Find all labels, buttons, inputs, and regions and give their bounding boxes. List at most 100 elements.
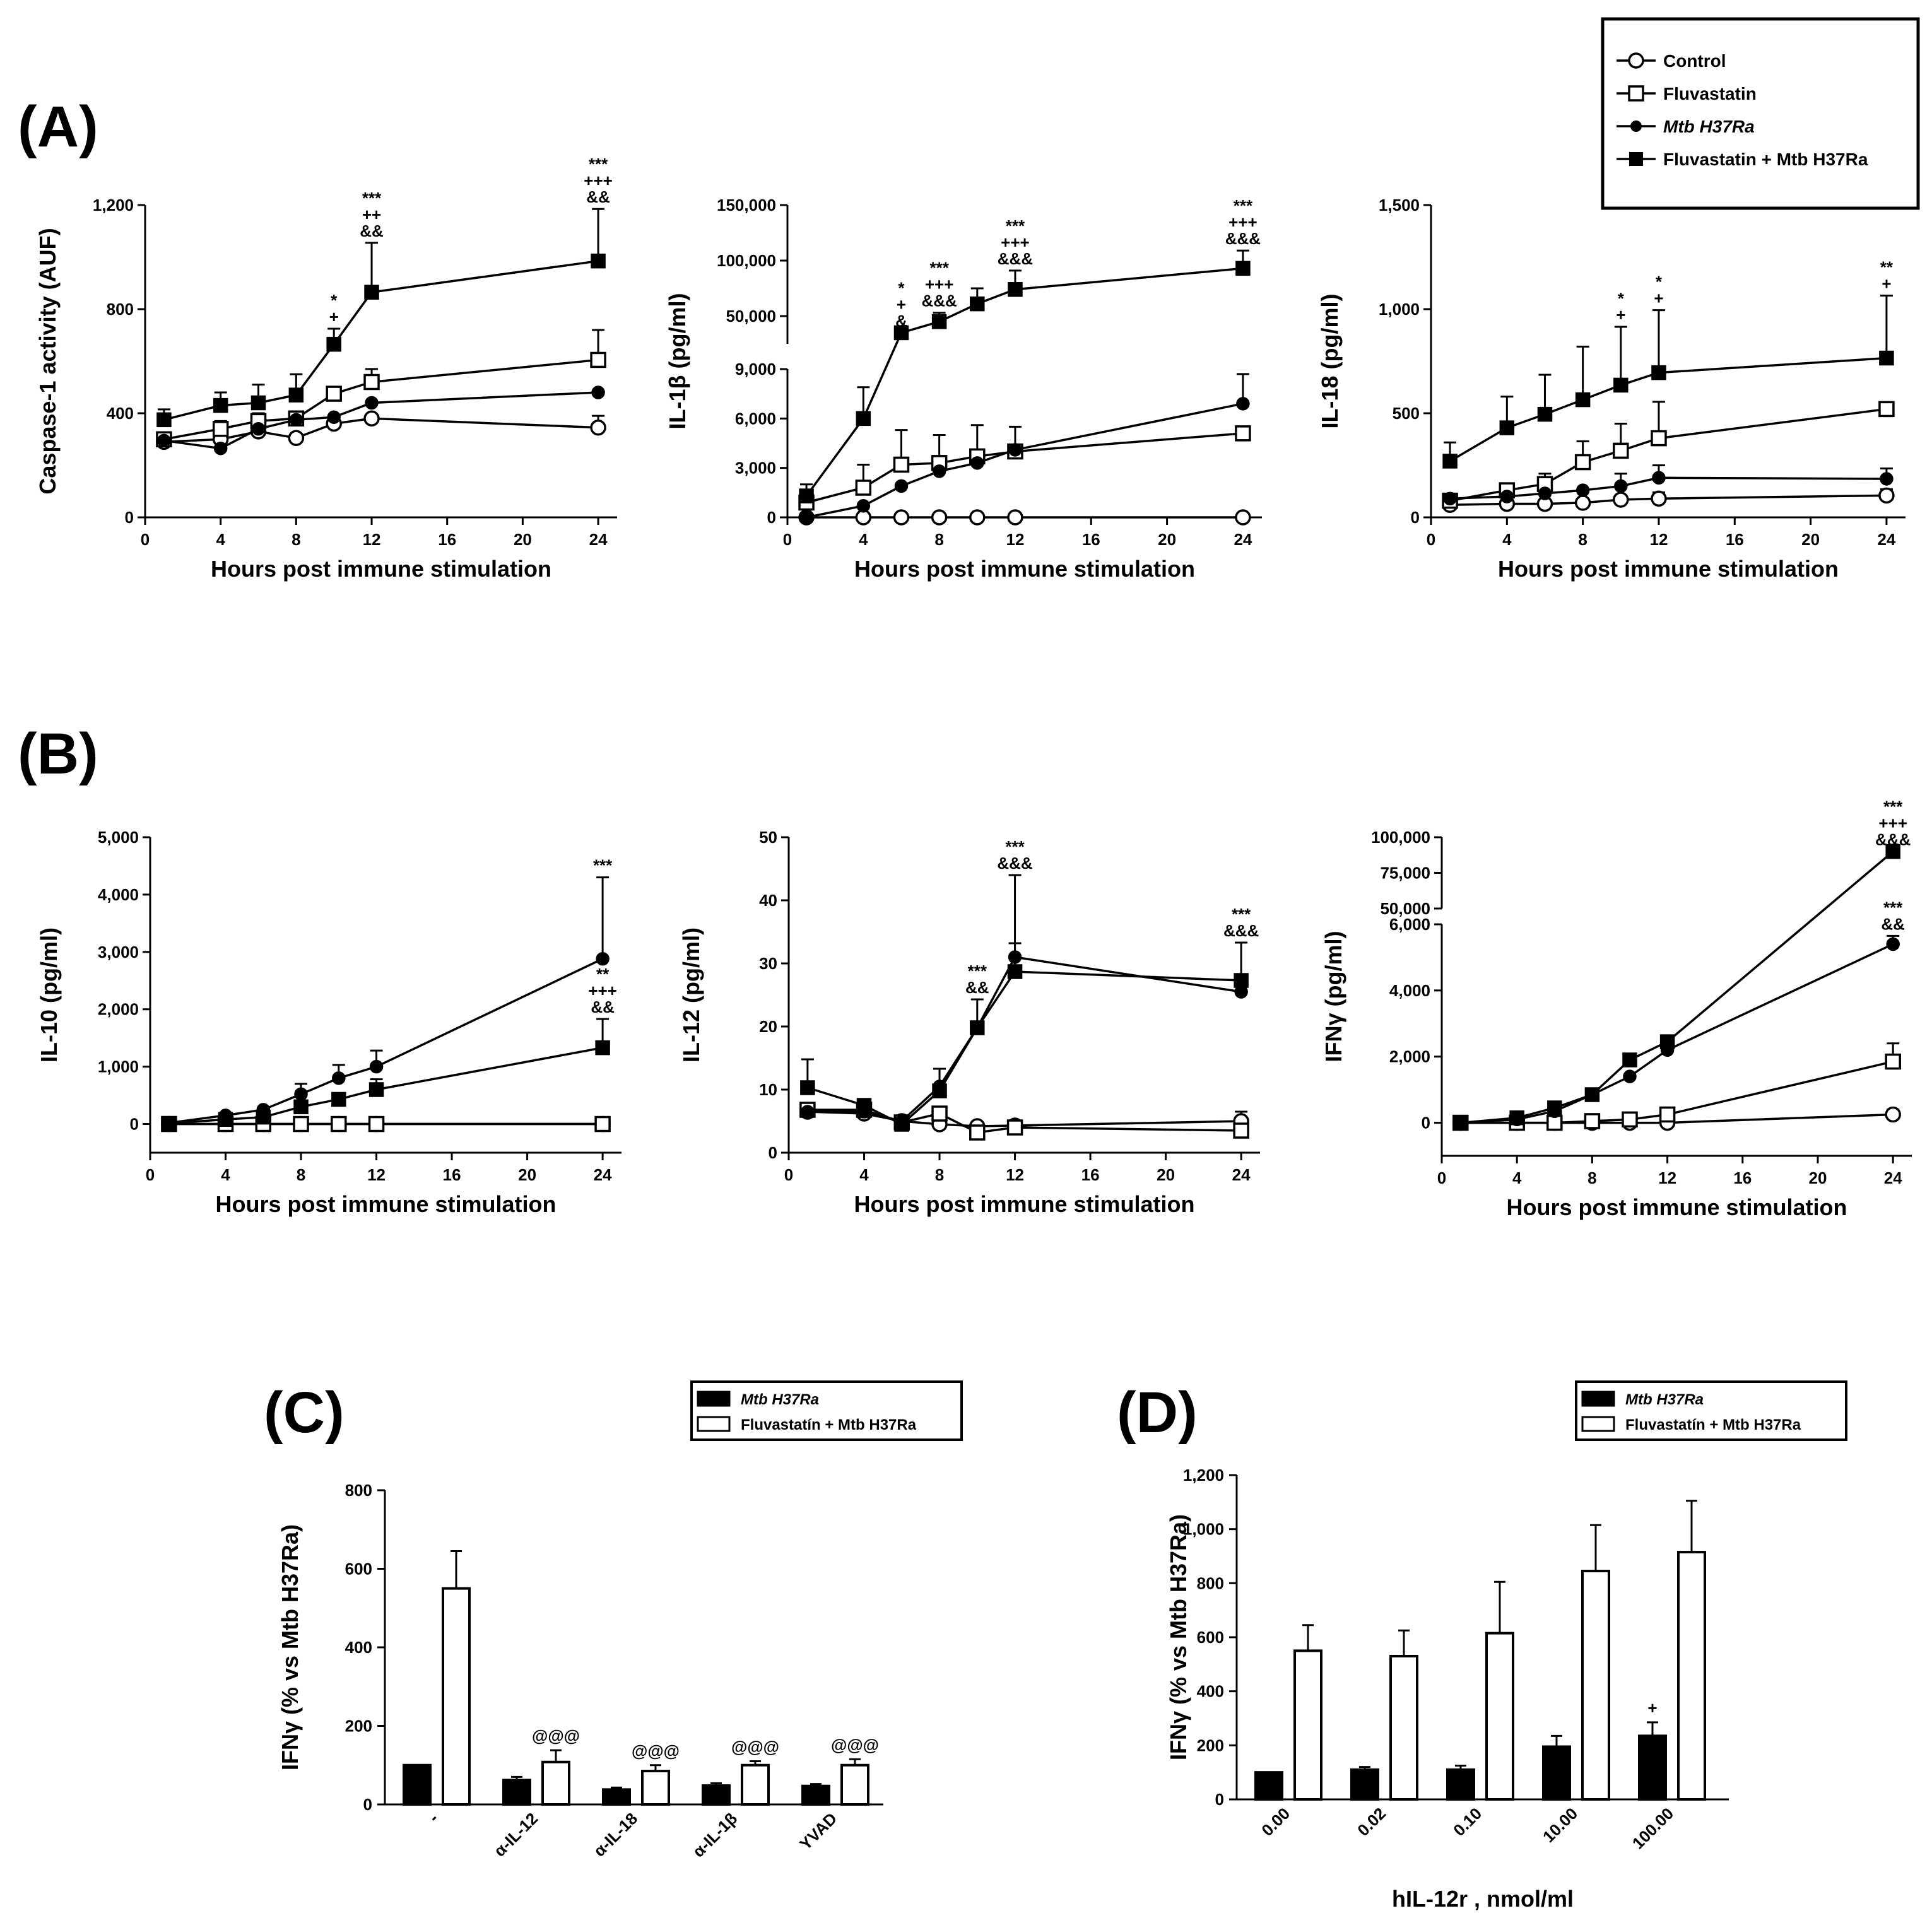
data-point xyxy=(369,1059,384,1074)
data-point xyxy=(1234,973,1249,988)
data-point xyxy=(331,1091,346,1107)
legend-bars-d: Mtb H37Ra Fluvastatín + Mtb H37Ra xyxy=(1575,1380,1847,1441)
significance-mark: *** xyxy=(593,856,613,875)
significance-mark: + xyxy=(329,307,339,326)
x-axis-title: Hours post immune stimulation xyxy=(1498,556,1839,582)
legend-bars-c-box xyxy=(690,1380,963,1441)
data-point xyxy=(893,456,910,473)
x-tick-label: 4 xyxy=(1512,1168,1522,1187)
y-tick-label: 1,500 xyxy=(1379,196,1420,215)
significance-mark: &&& xyxy=(1223,921,1259,940)
x-axis-title: Hours post immune stimulation xyxy=(854,556,1195,582)
legend-label-mtb: Mtb H37Ra xyxy=(1663,117,1755,136)
bar xyxy=(1542,1745,1571,1801)
data-point xyxy=(288,387,304,403)
data-point xyxy=(1879,350,1894,366)
y-tick-label: 3,000 xyxy=(98,943,139,962)
x-axis-title: Hours post immune stimulation xyxy=(854,1191,1194,1217)
y-tick-label: 9,000 xyxy=(735,360,776,379)
legend-bars-c-swatch-fluva xyxy=(697,1416,731,1432)
bar xyxy=(1485,1632,1514,1801)
series-line-mtb-h37ra xyxy=(168,958,603,1124)
y-tick-label: 200 xyxy=(1197,1736,1224,1755)
series-line-mtb-h37ra xyxy=(163,391,599,450)
data-point xyxy=(1547,1100,1562,1115)
significance-mark: *** xyxy=(362,189,382,208)
series-line-fluvastatin xyxy=(1449,408,1887,502)
main-legend-box xyxy=(1601,17,1920,210)
chart-ifng-time: 0 4 8 12 16 20 24 Hours post immune stimulation… xyxy=(1321,797,1912,1220)
series-fluvastatin-mtb-h37ra xyxy=(156,208,606,428)
significance-mark: @@@ xyxy=(831,1735,879,1754)
y-tick-label: 75,000 xyxy=(1380,864,1430,883)
data-point xyxy=(931,314,947,329)
chart-ifng-hil12r: 0 200 400 600 800 1,000 1,200 IFNγ (% vs Mtb H3… xyxy=(1165,1466,1729,1912)
data-point xyxy=(1659,1106,1676,1123)
data-point xyxy=(800,1080,815,1095)
y-tick-label: 20 xyxy=(759,1017,777,1036)
y-tick-label: 4,000 xyxy=(1389,981,1430,1000)
data-point xyxy=(893,509,910,526)
significance-mark: *** xyxy=(1005,837,1025,856)
data-point xyxy=(932,1083,947,1098)
series-fluvastatin-mtb-h37ra xyxy=(800,941,1249,1132)
significance-mark: *** xyxy=(968,962,987,980)
bar xyxy=(1254,1771,1283,1801)
x-tick-label: 100.00 xyxy=(1629,1804,1677,1852)
data-point xyxy=(1442,454,1458,469)
bar xyxy=(1293,1649,1322,1801)
x-tick-label: α-IL-1β xyxy=(689,1809,741,1861)
significance-mark: *** xyxy=(1883,797,1903,816)
data-point xyxy=(327,410,341,424)
legend-bars-d-swatch-mtb xyxy=(1581,1391,1615,1407)
bar-group-0-00: 0.00 xyxy=(1254,1624,1322,1840)
significance-mark: &&& xyxy=(1225,229,1261,248)
series-line-fluvastatin-mtb-h37ra xyxy=(805,267,1244,497)
x-tick-label: - xyxy=(425,1809,442,1826)
series-line-fluvastatin-mtb-h37ra xyxy=(807,970,1242,1126)
x-tick-label: 24 xyxy=(1234,530,1252,549)
bar xyxy=(1581,1570,1610,1801)
significance-mark: * xyxy=(1618,289,1625,308)
series-mtb-h37ra xyxy=(157,385,605,456)
x-tick-label: 24 xyxy=(594,1165,612,1184)
data-point xyxy=(1584,1087,1600,1102)
series-fluvastatin-mtb-h37ra xyxy=(799,249,1251,503)
significance-mark: ** xyxy=(1880,258,1894,277)
data-point xyxy=(365,396,379,410)
significance-mark: +++ xyxy=(925,275,954,294)
data-point xyxy=(855,480,872,496)
data-point xyxy=(969,509,986,526)
data-point xyxy=(1538,486,1552,500)
significance-mark: *** xyxy=(1234,196,1253,215)
significance-mark: *** xyxy=(589,155,608,174)
x-axis-title: Hours post immune stimulation xyxy=(211,556,551,582)
series-line-mtb-h37ra xyxy=(807,956,1242,1122)
significance-mark: +++ xyxy=(1878,814,1907,833)
y-axis-title: IL-18 (pg/ml) xyxy=(1317,294,1343,429)
significance-mark: && xyxy=(591,997,615,1016)
bar-group-il-18: α-IL-18 @@@ xyxy=(590,1741,680,1861)
data-point xyxy=(251,422,266,436)
y-tick-label: 500 xyxy=(1393,404,1420,423)
data-point xyxy=(894,479,909,493)
series-mtb-h37ra xyxy=(801,874,1248,1128)
panel-label-b: (B) xyxy=(18,722,98,786)
significance-mark: @@@ xyxy=(532,1726,580,1745)
significance-mark: &&& xyxy=(921,291,957,310)
series-line-control xyxy=(163,417,599,444)
x-tick-label: 20 xyxy=(514,530,532,549)
legend-bars-d-label-fluva: Fluvastatín + Mtb H37Ra xyxy=(1625,1416,1801,1433)
data-point xyxy=(294,1087,308,1102)
data-point xyxy=(1574,495,1591,511)
y-tick-label: 400 xyxy=(345,1638,372,1657)
x-tick-label: 8 xyxy=(934,530,943,549)
bar-group-100-00: 100.00 + xyxy=(1629,1500,1706,1852)
data-point xyxy=(590,419,606,436)
x-tick-label: 0 xyxy=(141,530,150,549)
x-tick-label: 16 xyxy=(438,530,456,549)
chart-ifng-inhibitors: 0 200 400 600 800 IFNγ (% vs Mtb H37Ra) - α-IL-… xyxy=(277,1481,883,1861)
x-tick-label: 10.00 xyxy=(1539,1804,1581,1846)
legend-label-fluva-mtb: Fluvastatin + Mtb H37Ra xyxy=(1663,150,1868,169)
